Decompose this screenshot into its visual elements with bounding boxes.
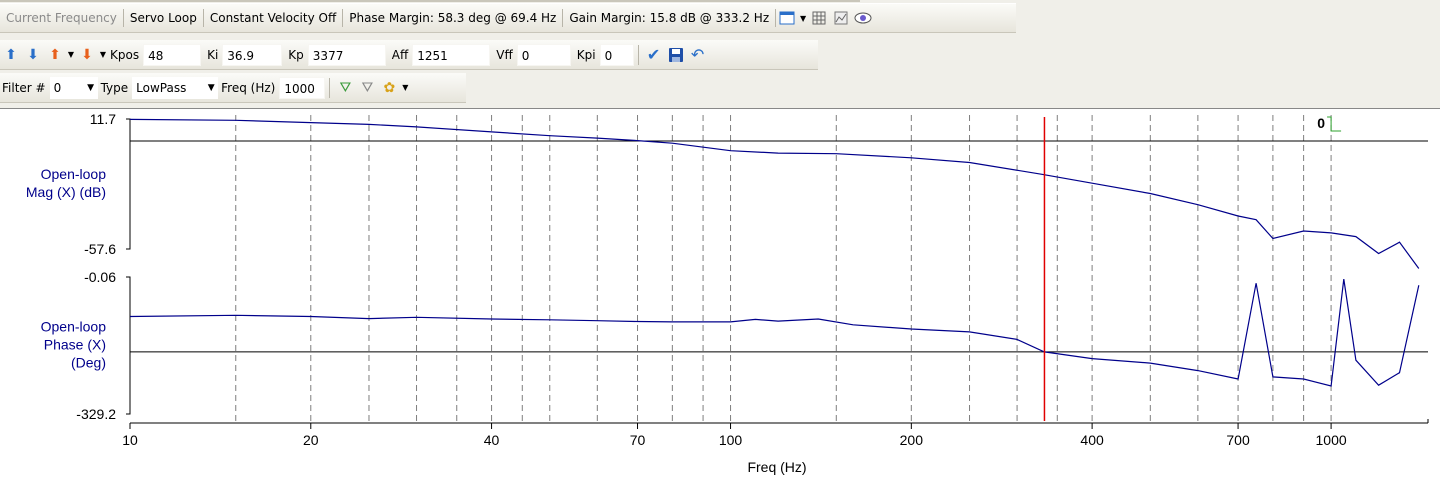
y-tick-label-top-0: 11.7 bbox=[90, 111, 116, 127]
kpos-label: Kpos bbox=[110, 47, 140, 62]
x-tick-label: 400 bbox=[1080, 432, 1104, 448]
y-axis-0 bbox=[126, 118, 131, 250]
filter-number-value: 0 bbox=[53, 80, 62, 95]
aff-input[interactable]: 1251 bbox=[412, 43, 491, 66]
status-toolbar: Current Frequency Servo Loop Constant Ve… bbox=[0, 3, 1016, 33]
vff-label: Vff bbox=[496, 47, 513, 62]
x-tick-label: 700 bbox=[1226, 432, 1250, 448]
chevron-down-icon[interactable]: ▼ bbox=[67, 50, 75, 59]
ki-input[interactable]: 36.9 bbox=[222, 43, 283, 66]
x-tick-label: 200 bbox=[900, 432, 924, 448]
x-axis-label: Freq (Hz) bbox=[747, 459, 806, 475]
x-tick-label: 40 bbox=[484, 432, 500, 448]
constant-velocity-button[interactable]: Constant Velocity Off bbox=[204, 9, 344, 27]
filter-toolbar: Filter # 0 ▼ Type LowPass ▼ Freq (Hz) 10… bbox=[0, 73, 466, 103]
vff-input[interactable]: 0 bbox=[516, 43, 571, 66]
arrow-down-orange-icon[interactable]: ⬇ bbox=[81, 46, 93, 63]
undo-icon[interactable]: ↶ bbox=[690, 45, 705, 64]
y-axis-label-1-0: Open-loop bbox=[41, 319, 107, 335]
y-axis-label-1-1: Phase (X) bbox=[44, 337, 106, 353]
grid-icon[interactable] bbox=[808, 7, 830, 29]
y-axis-label-1-2: (Deg) bbox=[71, 355, 106, 371]
y-tick-label-bottom-1: -329.2 bbox=[76, 406, 116, 422]
kpi-label: Kpi bbox=[576, 47, 596, 62]
filter-number-select[interactable]: 0 ▼ bbox=[49, 76, 98, 99]
kpos-input[interactable]: 48 bbox=[143, 43, 202, 66]
x-tick-label: 20 bbox=[303, 432, 319, 448]
series-line-0 bbox=[129, 118, 1420, 269]
arrow-down-blue-icon[interactable]: ⬇ bbox=[27, 46, 39, 63]
chevron-down-icon[interactable]: ▼ bbox=[800, 13, 807, 23]
separator bbox=[637, 44, 639, 65]
chevron-down-icon[interactable]: ▼ bbox=[99, 50, 107, 59]
filter-apply-icon[interactable]: ⛛ bbox=[339, 79, 352, 96]
arrow-up-blue-icon[interactable]: ⬆ bbox=[5, 46, 17, 63]
gains-toolbar: ⬆ ⬇ ⬆ ▼ ⬇ ▼ Kpos 48 Ki 36.9 Kp 3377 Aff … bbox=[0, 40, 818, 70]
y-axis-1 bbox=[126, 276, 131, 415]
y-axis-label-0-0: Open-loop bbox=[41, 166, 107, 182]
type-label: Type bbox=[100, 80, 129, 95]
y-tick-label-bottom-0: -57.6 bbox=[84, 241, 116, 257]
gain-margin-readout: Gain Margin: 15.8 dB @ 333.2 Hz bbox=[563, 9, 777, 27]
series-line-1 bbox=[129, 279, 1420, 387]
servo-loop-button[interactable]: Servo Loop bbox=[124, 9, 204, 27]
y-tick-label-top-1: -0.06 bbox=[84, 269, 116, 285]
separator bbox=[329, 77, 331, 98]
save-icon[interactable] bbox=[665, 44, 687, 66]
chart-icon[interactable] bbox=[830, 7, 852, 29]
filter-tools-icon[interactable]: ✿ bbox=[383, 79, 396, 96]
chevron-down-icon[interactable]: ▼ bbox=[207, 82, 215, 93]
arrow-up-orange-icon[interactable]: ⬆ bbox=[49, 46, 61, 63]
bode-plot[interactable]: 11.7 -57.6 Open-loop Mag (X) (dB) 0 -0.06 -329… bbox=[0, 108, 1440, 482]
chevron-down-icon[interactable]: ▼ bbox=[402, 83, 409, 92]
current-frequency-button[interactable]: Current Frequency bbox=[0, 9, 124, 27]
filter-type-select[interactable]: LowPass ▼ bbox=[132, 76, 219, 99]
chevron-down-icon[interactable]: ▼ bbox=[87, 82, 95, 93]
filter-number-label: Filter # bbox=[2, 80, 46, 95]
x-tick-label: 1000 bbox=[1316, 432, 1347, 448]
freq-label: Freq (Hz) bbox=[221, 80, 276, 95]
y-axis-label-0-1: Mag (X) (dB) bbox=[26, 184, 106, 200]
checkmark-icon[interactable]: ✔ bbox=[646, 45, 661, 64]
ki-label: Ki bbox=[207, 47, 219, 62]
x-tick-label: 70 bbox=[630, 432, 646, 448]
filter-type-value: LowPass bbox=[136, 80, 187, 95]
x-tick-label: 100 bbox=[719, 432, 743, 448]
corner-label: 0 bbox=[1317, 115, 1325, 131]
aff-label: Aff bbox=[391, 47, 409, 62]
kp-label: Kp bbox=[288, 47, 304, 62]
freq-input[interactable]: 1000 bbox=[279, 76, 326, 99]
kp-input[interactable]: 3377 bbox=[307, 43, 386, 66]
window-icon[interactable] bbox=[776, 7, 798, 29]
corner-marker bbox=[1327, 116, 1342, 132]
phase-margin-readout: Phase Margin: 58.3 deg @ 69.4 Hz bbox=[343, 9, 564, 27]
bode-plot-svg: 11.7 -57.6 Open-loop Mag (X) (dB) 0 -0.06 -329… bbox=[26, 111, 1429, 475]
eye-icon[interactable] bbox=[852, 7, 874, 29]
top-strip bbox=[0, 0, 860, 2]
kpi-input[interactable]: 0 bbox=[599, 43, 634, 66]
filter-clear-icon[interactable]: ⛛ bbox=[361, 79, 374, 96]
x-tick-label: 10 bbox=[122, 432, 138, 448]
